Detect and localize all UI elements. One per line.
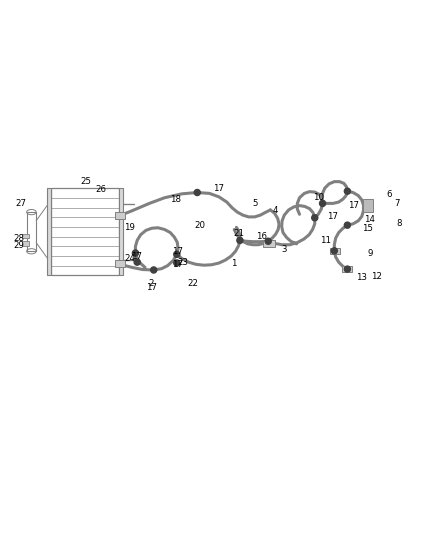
Text: 18: 18 [170,195,181,204]
Circle shape [151,267,157,273]
Bar [22,241,29,246]
Text: 23: 23 [178,257,189,266]
Text: 21: 21 [233,229,244,238]
Text: 17: 17 [347,201,359,210]
Text: 4: 4 [273,206,278,215]
Text: 17: 17 [172,260,183,269]
Text: 17: 17 [327,212,338,221]
Circle shape [320,200,325,206]
Text: 17: 17 [146,283,157,292]
Text: 3: 3 [282,245,287,254]
Text: 27: 27 [15,199,26,208]
Text: 14: 14 [364,215,374,224]
Text: 28: 28 [13,233,24,243]
Text: 29: 29 [14,241,24,250]
Text: 6: 6 [387,190,392,199]
Text: 12: 12 [371,272,382,280]
Circle shape [312,215,318,221]
Text: 9: 9 [368,249,373,258]
Circle shape [344,188,350,194]
Text: 5: 5 [252,199,258,208]
Text: 25: 25 [81,177,92,186]
Circle shape [174,260,180,266]
Bar [119,188,123,275]
Bar [27,212,36,251]
Text: 15: 15 [362,224,373,233]
Circle shape [265,238,271,244]
Bar [330,248,339,254]
Bar [51,188,119,275]
Circle shape [132,250,138,256]
Text: 16: 16 [256,232,267,241]
Bar [115,260,125,268]
Text: 2: 2 [149,279,154,287]
Text: 1: 1 [231,259,237,268]
Text: 22: 22 [187,279,198,287]
Bar [47,188,51,275]
Circle shape [331,248,337,254]
Text: 19: 19 [124,223,135,232]
Bar [115,212,125,220]
Bar [342,265,352,272]
Circle shape [344,266,350,272]
Text: 17: 17 [131,253,142,261]
Bar [262,239,275,247]
Text: 26: 26 [95,184,106,193]
Text: 10: 10 [313,193,324,202]
Text: 11: 11 [320,236,331,245]
Text: 8: 8 [397,220,403,228]
Text: 17: 17 [172,247,183,256]
Circle shape [194,189,200,196]
Text: 24: 24 [124,254,135,263]
Circle shape [134,259,140,265]
Bar [364,199,373,212]
Text: 13: 13 [356,273,367,282]
Circle shape [344,222,350,228]
Circle shape [237,237,243,244]
Text: 20: 20 [194,221,205,230]
Bar [22,234,29,238]
Circle shape [174,251,180,257]
Text: 17: 17 [213,184,225,192]
Text: 7: 7 [395,199,400,208]
